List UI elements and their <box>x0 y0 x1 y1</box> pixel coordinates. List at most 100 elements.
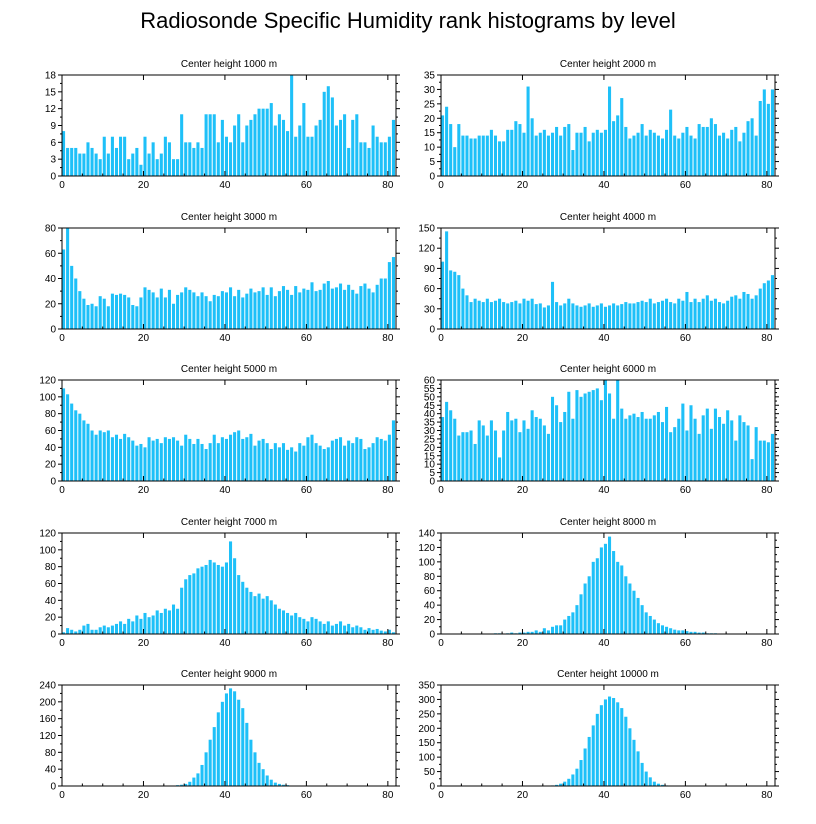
histogram-bar <box>106 153 110 176</box>
histogram-bar <box>98 430 102 481</box>
histogram-bar <box>127 159 131 176</box>
histogram-bar <box>762 89 766 176</box>
histogram-bar <box>636 417 640 481</box>
histogram-bar <box>269 287 273 329</box>
histogram-bar <box>485 298 489 329</box>
histogram-bar <box>220 701 224 786</box>
histogram-bar <box>176 294 180 329</box>
histogram-bar <box>273 604 277 634</box>
histogram-bar <box>277 608 281 634</box>
histogram-bar <box>514 418 518 481</box>
histogram-bar <box>224 292 228 329</box>
histogram-bar <box>180 292 184 329</box>
histogram-bar <box>159 288 163 329</box>
y-tick-label: 240 <box>39 681 56 692</box>
histogram-bar <box>241 142 245 176</box>
histogram-bar <box>102 432 106 481</box>
histogram-bar <box>375 437 379 481</box>
histogram-bar <box>208 739 212 786</box>
histogram-bar <box>770 433 774 481</box>
histogram-bar <box>620 98 624 176</box>
histogram-bar <box>489 420 493 481</box>
histogram-bar <box>143 287 147 329</box>
histogram-bar <box>579 760 583 786</box>
histogram-bar <box>273 296 277 329</box>
histogram-bar <box>510 302 514 329</box>
x-tick-label: 80 <box>761 333 773 344</box>
histogram-bar <box>322 283 326 329</box>
histogram-bar <box>697 302 701 329</box>
histogram-bar <box>587 141 591 176</box>
y-tick-label: 0 <box>429 325 435 336</box>
histogram-bar <box>481 302 485 329</box>
x-tick-label: 40 <box>219 790 231 801</box>
histogram-bar <box>599 547 603 634</box>
histogram-bar <box>212 294 216 329</box>
histogram-bar <box>644 135 648 176</box>
y-tick-label: 0 <box>50 782 56 793</box>
histogram-bar <box>391 632 395 634</box>
histogram-bar <box>656 411 660 481</box>
histogram-bar <box>334 125 338 176</box>
y-tick-label: 10 <box>424 460 436 471</box>
x-tick-label: 20 <box>517 333 529 344</box>
histogram-bar <box>212 114 216 176</box>
x-tick-label: 80 <box>761 790 773 801</box>
histogram-bar <box>383 631 387 634</box>
histogram-bar <box>669 628 673 634</box>
histogram-bar <box>387 629 391 634</box>
histogram-bar <box>62 249 66 329</box>
panel-title: Center height 3000 m <box>181 212 277 223</box>
histogram-bar <box>204 752 208 786</box>
histogram-bar <box>171 437 176 481</box>
x-tick-label: 0 <box>438 485 444 496</box>
histogram-bar <box>298 617 302 634</box>
histogram-bar <box>78 291 82 330</box>
histogram-bar <box>559 625 563 634</box>
histogram-bar <box>742 291 746 329</box>
x-tick-label: 60 <box>301 333 313 344</box>
histogram-bar <box>176 440 180 481</box>
histogram-bar <box>563 303 567 329</box>
histogram-bar <box>583 393 587 481</box>
histogram-bar <box>685 291 689 329</box>
y-tick-label: 25 <box>424 99 436 110</box>
x-tick-label: 40 <box>598 333 610 344</box>
histogram-bar <box>318 445 322 481</box>
histogram-bar <box>498 141 502 176</box>
histogram-bar <box>216 712 220 786</box>
histogram-bar <box>310 617 314 634</box>
histogram-bar <box>265 596 269 635</box>
histogram-bar <box>302 445 306 481</box>
histogram-bar <box>163 136 167 176</box>
histogram-bar <box>220 566 224 634</box>
histogram-bar <box>229 688 233 786</box>
histogram-bar <box>534 417 538 481</box>
histogram-bar <box>660 784 665 786</box>
histogram-bar <box>563 781 567 786</box>
x-tick-label: 0 <box>438 790 444 801</box>
histogram-bar <box>151 292 155 329</box>
histogram-bar <box>326 86 330 176</box>
y-tick-label: 20 <box>45 460 57 471</box>
histogram-bar <box>86 623 90 634</box>
histogram-bar <box>343 445 347 481</box>
histogram-bar <box>367 628 371 634</box>
histogram-bar <box>632 590 636 634</box>
panel-title: Center height 6000 m <box>560 364 656 375</box>
histogram-bar <box>371 125 375 176</box>
histogram-bar <box>575 132 579 176</box>
histogram-bar <box>123 294 127 329</box>
histogram-bar <box>762 283 766 329</box>
histogram-bar <box>216 564 220 634</box>
histogram-bar <box>86 142 90 176</box>
histogram-bar <box>204 114 208 176</box>
histogram-bar <box>612 551 616 634</box>
histogram-bar <box>180 784 184 786</box>
x-tick-label: 40 <box>219 485 231 496</box>
y-tick-label: 150 <box>418 224 435 235</box>
histogram-bar <box>681 630 685 634</box>
histogram-bar <box>734 295 738 329</box>
histogram-bar <box>363 629 367 634</box>
histogram-bar <box>114 434 119 481</box>
